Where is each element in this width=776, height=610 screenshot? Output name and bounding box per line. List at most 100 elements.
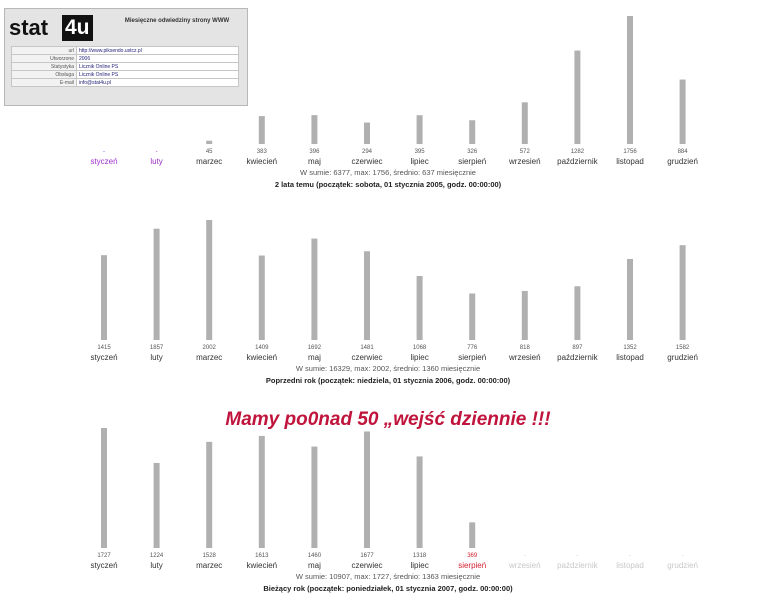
bar-value-label: 395 [415, 149, 426, 155]
info-row: Obsługa Licznik Online PS [11, 70, 239, 79]
bar-value-label: 1528 [203, 553, 217, 559]
bar-value-label: - [103, 149, 105, 155]
info-key: Utworzone [11, 54, 77, 63]
info-value: 2006 [76, 54, 239, 63]
promo-tagline: Mamy po0nad 50 „wejść dziennie !!! [225, 409, 551, 430]
site-info-table: url http://www.piksendo.ustcz.pl Utworzon… [11, 46, 239, 87]
chart-bar [416, 275, 423, 340]
info-row: Utworzone 2006 [11, 54, 239, 63]
month-tick-label: wrzesień [508, 353, 541, 362]
bar-value-label: 396 [309, 149, 320, 155]
bar-value-label: 1318 [413, 553, 427, 559]
chart-bar [574, 50, 581, 144]
bar-value-label: 45 [206, 149, 213, 155]
month-tick-label: styczeń [90, 353, 117, 362]
bar-value-label: 1068 [413, 345, 427, 351]
bar-value-label: 897 [572, 345, 583, 351]
bar-value-label: 2002 [203, 345, 217, 351]
chart-bar [206, 140, 213, 144]
bar-value-label: 383 [257, 149, 268, 155]
month-tick-label: luty [150, 353, 162, 362]
chart-bar [679, 79, 686, 144]
info-value-link[interactable]: http://www.piksendo.ustcz.pl [76, 46, 239, 55]
month-tick-label: lipiec [410, 157, 428, 166]
bar-value-label: 1460 [308, 553, 322, 559]
info-row: Statystyka Licznik Online PS [11, 62, 239, 71]
info-value-link[interactable]: info@stat4u.pl [76, 78, 239, 87]
month-tick-label: lipiec [410, 353, 428, 362]
month-tick-label: grudzień [667, 561, 698, 570]
month-tick-label: wrzesień [508, 561, 541, 570]
bar-value-label: 1409 [255, 345, 269, 351]
month-tick-label: sierpień [458, 157, 486, 166]
chart-bar [206, 441, 213, 548]
month-tick-label: luty [150, 561, 162, 570]
month-tick-label: wrzesień [508, 157, 541, 166]
month-tick-label: grudzień [667, 353, 698, 362]
chart-summary: W sumie: 16329, max: 2002, średnio: 1360… [296, 364, 480, 373]
bar-value-label: 1677 [360, 553, 374, 559]
bar-value-label: 1224 [150, 553, 164, 559]
chart-bar [153, 228, 160, 340]
chart-caption: Bieżący rok (początek: poniedziałek, 01 … [263, 584, 513, 593]
info-key: url [11, 46, 77, 55]
bar-value-label: - [524, 553, 526, 559]
month-tick-label: kwiecień [246, 561, 277, 570]
month-tick-label: styczeń [90, 157, 117, 166]
logo-tagline: Miesięczne odwiedziny strony WWW [124, 18, 230, 24]
chart-bar [258, 116, 265, 144]
month-tick-label: marzec [196, 561, 222, 570]
chart-caption: 2 lata temu (początek: sobota, 01 styczn… [275, 180, 502, 189]
bar-value-label: - [576, 553, 578, 559]
month-tick-label: kwiecień [246, 353, 277, 362]
month-tick-label: październik [557, 561, 598, 570]
month-tick-label: listopad [616, 157, 644, 166]
month-tick-label: luty [150, 157, 162, 166]
bar-value-label: 1692 [308, 345, 322, 351]
bar-value-label: 1727 [97, 553, 111, 559]
chart-bar [521, 290, 528, 340]
bar-value-label: - [629, 553, 631, 559]
chart-bar [416, 456, 423, 548]
bar-value-label: 294 [362, 149, 373, 155]
bar-value-label: 326 [467, 149, 478, 155]
month-tick-label: październik [557, 157, 598, 166]
month-tick-label: październik [557, 353, 598, 362]
bar-value-label: 884 [678, 149, 689, 155]
month-tick-label: sierpień [458, 561, 486, 570]
chart-bar [469, 293, 476, 340]
month-tick-label: listopad [616, 561, 644, 570]
logo-word: stat [9, 15, 49, 40]
bar-value-label: 572 [520, 149, 531, 155]
logo-number: 4u [62, 15, 93, 41]
bar-value-label: 1857 [150, 345, 164, 351]
chart-summary: W sumie: 10907, max: 1727, średnio: 1363… [296, 572, 480, 581]
info-row: url http://www.piksendo.ustcz.pl [11, 46, 239, 55]
info-key: Obsługa [11, 70, 77, 79]
bar-value-label: 1756 [623, 149, 637, 155]
chart-bar [627, 16, 633, 144]
bar-value-label: 1613 [255, 553, 269, 559]
chart-bar [364, 251, 370, 340]
chart-bar [101, 428, 107, 548]
month-tick-label: czerwiec [351, 157, 382, 166]
month-tick-label: maj [308, 353, 321, 362]
chart-caption: Poprzedni rok (początek: niedziela, 01 s… [266, 376, 511, 385]
chart-bar [153, 462, 160, 548]
chart-bar [258, 255, 265, 340]
chart-bar [206, 220, 213, 340]
month-tick-label: maj [308, 561, 321, 570]
month-tick-label: styczeń [90, 561, 117, 570]
info-row: E-mail info@stat4u.pl [11, 78, 239, 87]
info-value: Licznik Online PS [76, 70, 239, 79]
chart-bar [627, 258, 633, 340]
month-tick-label: lipiec [410, 561, 428, 570]
chart-bar [364, 122, 370, 144]
month-tick-label: maj [308, 157, 321, 166]
chart-bar [679, 245, 686, 340]
month-tick-label: sierpień [458, 353, 486, 362]
bar-value-label: 1282 [571, 149, 585, 155]
chart-bar [364, 431, 370, 548]
bar-value-label: 776 [467, 345, 478, 351]
